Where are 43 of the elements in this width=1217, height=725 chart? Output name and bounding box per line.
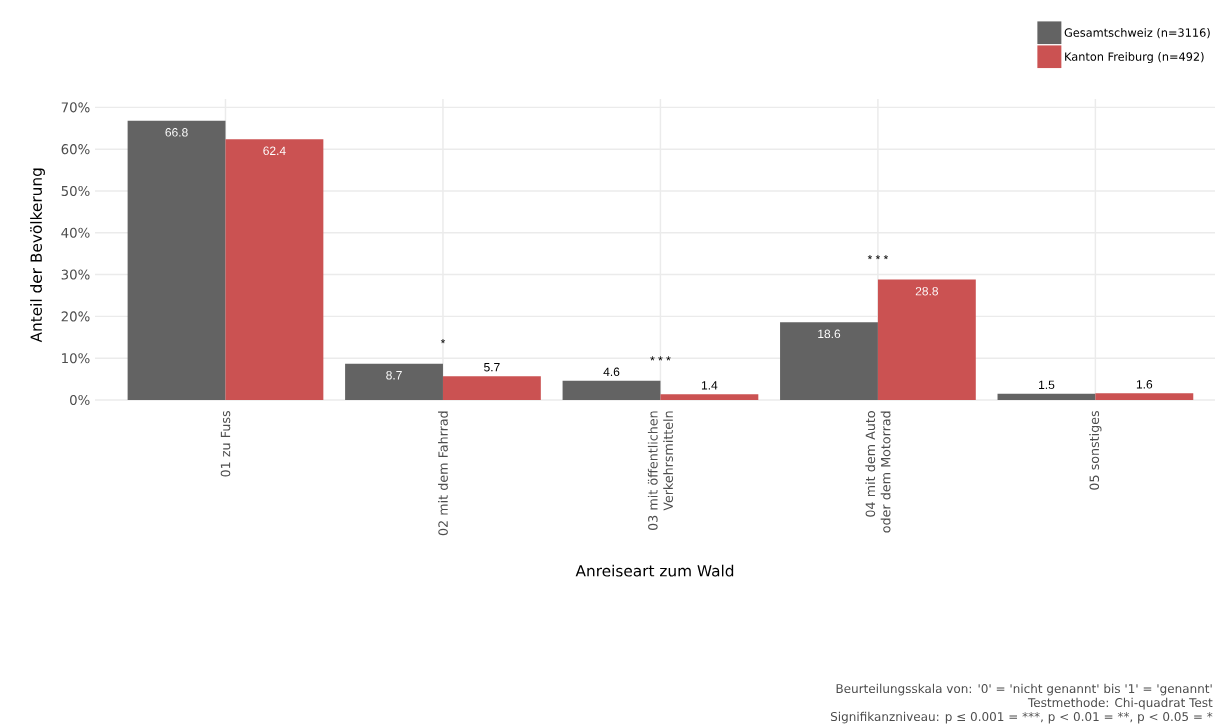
bar xyxy=(127,120,226,400)
text: Testmethode: Chi-quadrat Test xyxy=(1027,697,1213,710)
bar xyxy=(345,363,443,400)
y-tick-label: 20% xyxy=(61,311,90,322)
data-label: 1.6 xyxy=(1136,380,1153,389)
y-tick-label: 30% xyxy=(61,269,90,280)
legend-label: Gesamtschweiz (n=3116) xyxy=(1064,28,1210,39)
x-tick-label: 04 mit dem Auto oder dem Motorrad xyxy=(865,411,891,533)
text: Beurteilungsskala von: '0' = 'nicht genannt' bis '1' = 'genannt' xyxy=(836,683,1212,696)
y-tick-label: 50% xyxy=(61,185,90,197)
x-axis-title: Anreiseart zum Wald xyxy=(575,564,734,577)
data-label: 5.7 xyxy=(484,363,500,372)
y-tick-label: 40% xyxy=(61,227,90,238)
annotation: * * * xyxy=(867,255,889,260)
bar xyxy=(562,380,661,400)
data-label: 66.8 xyxy=(165,128,188,137)
data-label: 18.6 xyxy=(818,329,841,339)
bar xyxy=(660,394,759,400)
bar xyxy=(877,279,976,400)
y-tick-label: 70% xyxy=(61,102,90,113)
annotation: * * * xyxy=(650,356,671,361)
data-label: 4.6 xyxy=(603,367,620,377)
data-label: 1.5 xyxy=(1039,380,1055,390)
y-tick-label: 0% xyxy=(70,394,90,406)
bar xyxy=(1095,393,1194,400)
data-label: 62.4 xyxy=(263,146,286,156)
y-tick-label: 10% xyxy=(62,353,90,364)
data-label: 1.4 xyxy=(701,381,718,390)
bar xyxy=(225,139,324,400)
x-tick-label: 05 sonstiges xyxy=(1089,411,1102,490)
x-tick-label: 01 zu Fuss xyxy=(220,411,231,477)
annotation: * xyxy=(440,339,446,344)
y-tick-label: 60% xyxy=(61,144,90,155)
x-tick-label: 03 mit öffentlichen Verkehrsmitteln xyxy=(647,411,674,531)
data-label: 8.7 xyxy=(386,371,402,380)
y-axis-title: Anteil der Bevölkerung xyxy=(30,168,45,343)
bar xyxy=(442,376,541,400)
x-tick-label: 02 mit dem Fahrrad xyxy=(438,411,448,536)
data-label: 28.8 xyxy=(915,286,939,296)
bar xyxy=(997,393,1096,400)
legend-label: Kanton Freiburg (n=492) xyxy=(1065,52,1204,64)
bar xyxy=(780,322,878,400)
text: Signifikanzniveau: p ≤ 0.001 = ***, p < 0.01 = **, p < 0.05 = * xyxy=(830,711,1213,724)
